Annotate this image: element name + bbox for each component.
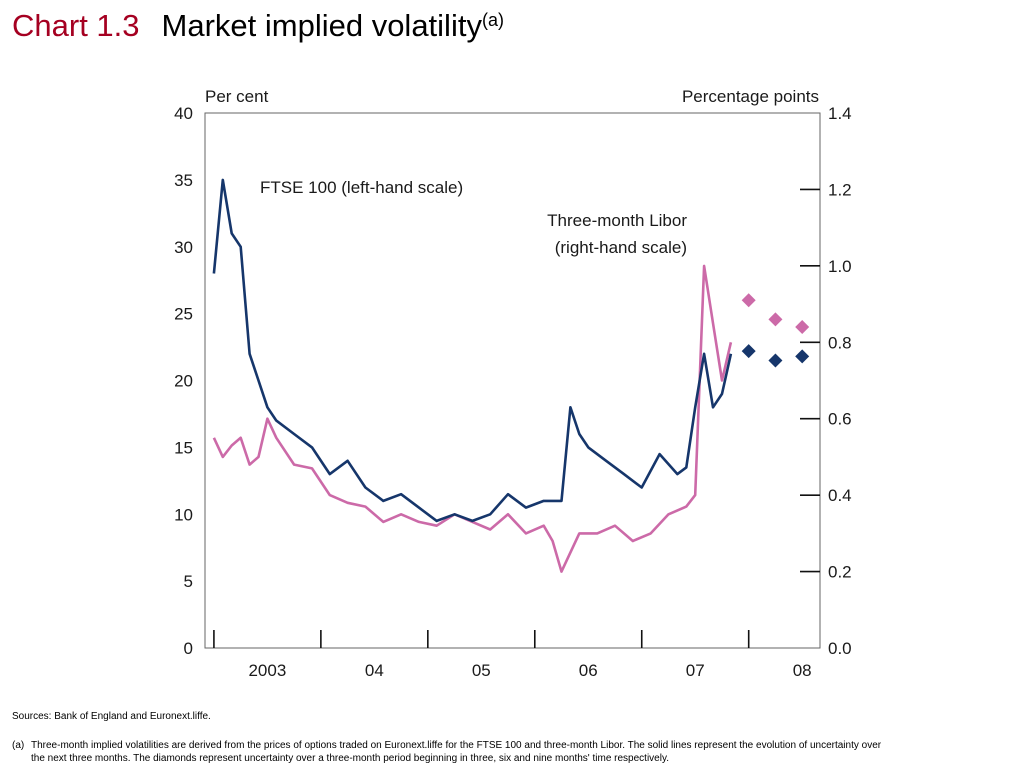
right-tick-label: 0.6 xyxy=(828,410,852,429)
left-tick-label: 15 xyxy=(174,438,193,457)
left-tick-label: 25 xyxy=(174,305,193,324)
libor-diamond xyxy=(795,320,810,334)
right-tick-label: 0.8 xyxy=(828,333,852,352)
left-tick-label: 10 xyxy=(174,505,193,524)
right-tick-label: 0.4 xyxy=(828,486,852,505)
right-tick-label: 0.0 xyxy=(828,639,852,658)
diamond-layer xyxy=(741,293,810,368)
left-axis-label: Per cent xyxy=(205,87,269,106)
footnote-line-1: Three-month implied volatilities are der… xyxy=(31,740,882,751)
ftse-line xyxy=(212,178,733,523)
x-tick-label: 2003 xyxy=(248,661,286,680)
ftse-diamond xyxy=(795,349,810,364)
chart-title: Chart 1.3 Market implied volatility(a) xyxy=(12,8,504,44)
right-tick-label: 1.4 xyxy=(828,104,852,123)
right-axis-label: Percentage points xyxy=(682,87,819,106)
left-tick-label: 35 xyxy=(174,171,193,190)
ftse-diamond xyxy=(768,353,783,368)
x-tick-label: 05 xyxy=(472,661,491,680)
libor-diamond xyxy=(741,293,756,308)
footnote-label: (a) xyxy=(12,740,25,751)
x-tick-label: 04 xyxy=(365,661,384,680)
right-tick-label: 0.2 xyxy=(828,563,852,582)
sources-note: Sources: Bank of England and Euronext.li… xyxy=(12,711,211,722)
x-tick-label: 06 xyxy=(579,661,598,680)
libor-diamond xyxy=(768,312,783,327)
right-tick-label: 1.2 xyxy=(828,180,852,199)
series-layer xyxy=(212,178,733,573)
ftse-diamond xyxy=(741,344,756,359)
left-tick-label: 0 xyxy=(184,639,193,658)
right-axis: 0.0 0.2 0.4 0.6 0.8 1.0 1.2 1.4 xyxy=(800,104,852,658)
libor-line xyxy=(212,264,733,573)
right-tick-label: 1.0 xyxy=(828,257,852,276)
left-axis: 0 5 10 15 20 25 30 35 40 xyxy=(174,104,193,658)
left-tick-label: 30 xyxy=(174,238,193,257)
footnote-line-2: the next three months. The diamonds repr… xyxy=(31,753,670,764)
left-tick-label: 20 xyxy=(174,372,193,391)
chart-title-text: Market implied volatility xyxy=(161,8,482,43)
left-tick-label: 40 xyxy=(174,104,193,123)
ftse-annotation: FTSE 100 (left-hand scale) xyxy=(260,178,463,197)
footnote: (a) Three-month implied volatilities are … xyxy=(12,739,1017,765)
x-tick-label: 08 xyxy=(793,661,812,680)
x-axis: 2003 04 05 06 07 08 xyxy=(213,630,812,680)
chart-title-footnote-marker: (a) xyxy=(481,10,504,30)
left-tick-label: 5 xyxy=(184,572,193,591)
x-tick-label: 07 xyxy=(686,661,705,680)
plot-frame xyxy=(204,112,821,649)
libor-annotation-line2: (right-hand scale) xyxy=(555,238,687,257)
libor-annotation-line1: Three-month Libor xyxy=(547,211,687,230)
chart-number: Chart 1.3 xyxy=(12,8,140,43)
